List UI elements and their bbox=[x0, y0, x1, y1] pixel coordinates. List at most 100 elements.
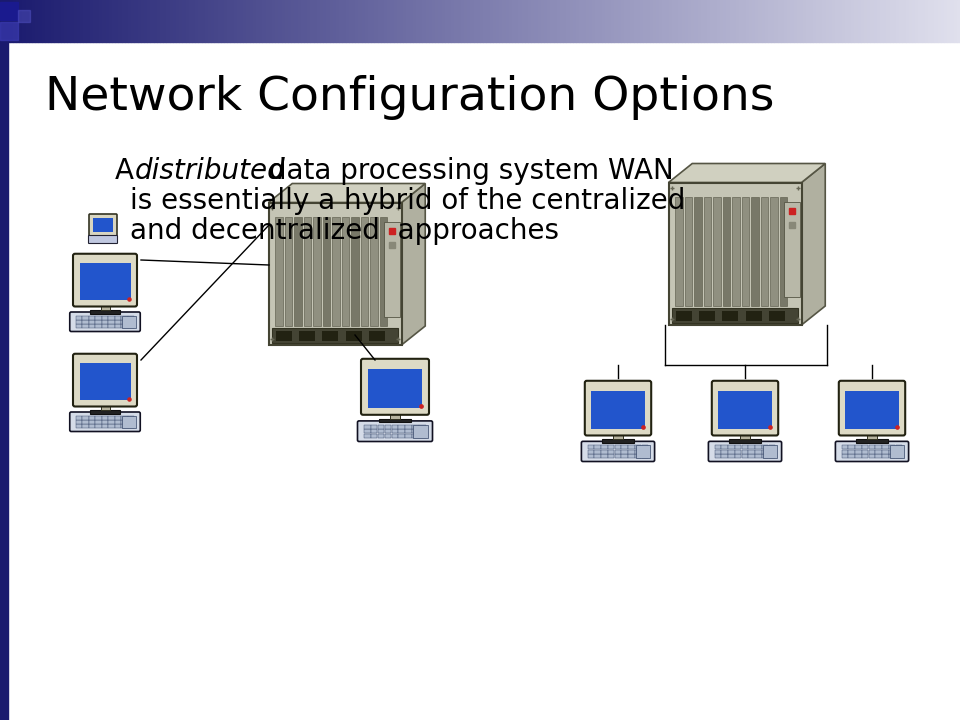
Bar bbox=[144, 0, 147, 42]
Bar bbox=[108, 324, 114, 328]
Bar bbox=[410, 0, 413, 42]
Bar bbox=[323, 217, 330, 326]
Bar bbox=[95, 324, 102, 328]
Bar bbox=[560, 0, 564, 42]
Bar bbox=[451, 0, 454, 42]
Bar bbox=[80, 0, 84, 42]
Bar bbox=[746, 0, 749, 42]
Bar bbox=[45, 0, 48, 42]
Bar bbox=[121, 320, 128, 324]
Bar bbox=[612, 0, 614, 42]
Bar bbox=[103, 0, 106, 42]
Bar bbox=[102, 324, 108, 328]
Bar bbox=[83, 420, 88, 424]
Bar bbox=[787, 0, 790, 42]
Bar bbox=[176, 0, 180, 42]
Bar bbox=[842, 449, 849, 454]
Bar bbox=[576, 0, 579, 42]
Bar bbox=[595, 0, 598, 42]
Bar bbox=[442, 0, 444, 42]
Bar bbox=[368, 0, 372, 42]
Bar bbox=[608, 449, 614, 454]
Bar bbox=[762, 446, 769, 449]
Bar bbox=[95, 320, 102, 324]
Bar bbox=[380, 217, 387, 326]
Bar bbox=[739, 0, 742, 42]
Bar bbox=[115, 420, 121, 424]
Bar bbox=[115, 416, 121, 420]
Bar bbox=[874, 0, 876, 42]
Bar bbox=[285, 0, 288, 42]
Bar bbox=[122, 415, 135, 428]
Bar bbox=[896, 449, 902, 454]
Bar bbox=[721, 446, 728, 449]
Bar bbox=[240, 0, 243, 42]
Bar bbox=[621, 449, 628, 454]
Bar bbox=[102, 320, 108, 324]
Bar bbox=[769, 449, 776, 454]
Bar bbox=[77, 0, 80, 42]
Bar bbox=[58, 0, 60, 42]
Bar bbox=[882, 454, 889, 458]
Bar bbox=[893, 0, 896, 42]
Bar bbox=[266, 0, 269, 42]
Bar bbox=[295, 0, 298, 42]
Bar bbox=[102, 424, 108, 428]
Bar bbox=[734, 449, 741, 454]
Bar bbox=[288, 0, 291, 42]
Bar bbox=[195, 0, 199, 42]
Bar bbox=[420, 425, 426, 429]
FancyBboxPatch shape bbox=[73, 354, 137, 407]
Bar bbox=[362, 0, 365, 42]
Bar bbox=[909, 0, 912, 42]
Bar bbox=[624, 0, 627, 42]
Bar bbox=[108, 316, 114, 320]
Bar bbox=[51, 0, 55, 42]
Bar bbox=[185, 0, 189, 42]
Bar bbox=[869, 454, 876, 458]
Bar bbox=[728, 454, 734, 458]
Bar bbox=[569, 0, 573, 42]
Bar bbox=[83, 316, 88, 320]
Bar bbox=[391, 0, 394, 42]
Bar bbox=[128, 416, 134, 420]
Bar bbox=[713, 197, 721, 306]
Bar bbox=[889, 449, 896, 454]
Bar bbox=[614, 454, 621, 458]
Bar bbox=[902, 0, 905, 42]
Bar bbox=[713, 0, 717, 42]
Bar bbox=[756, 446, 761, 449]
Bar bbox=[214, 0, 218, 42]
Bar bbox=[608, 446, 614, 449]
Bar bbox=[12, 0, 16, 42]
Bar bbox=[614, 0, 617, 42]
Bar bbox=[628, 449, 635, 454]
FancyBboxPatch shape bbox=[89, 214, 117, 236]
Bar bbox=[742, 449, 748, 454]
Bar bbox=[0, 0, 3, 42]
Bar bbox=[361, 217, 369, 326]
Bar bbox=[218, 0, 221, 42]
Bar bbox=[202, 0, 204, 42]
Bar bbox=[435, 0, 439, 42]
Bar bbox=[352, 0, 355, 42]
Bar bbox=[269, 0, 272, 42]
Bar bbox=[640, 0, 643, 42]
Bar bbox=[915, 0, 919, 42]
Bar bbox=[856, 439, 888, 443]
Bar bbox=[804, 0, 806, 42]
Bar bbox=[598, 0, 602, 42]
Bar bbox=[381, 0, 384, 42]
Bar bbox=[384, 222, 399, 317]
Bar bbox=[714, 454, 721, 458]
Bar bbox=[387, 0, 391, 42]
Bar bbox=[132, 0, 134, 42]
Bar bbox=[364, 429, 371, 433]
Bar bbox=[166, 0, 170, 42]
Text: and decentralized  approaches: and decentralized approaches bbox=[130, 217, 559, 245]
FancyBboxPatch shape bbox=[582, 441, 655, 462]
Bar bbox=[628, 454, 635, 458]
Bar bbox=[141, 0, 144, 42]
Bar bbox=[112, 0, 115, 42]
Bar bbox=[603, 439, 634, 443]
